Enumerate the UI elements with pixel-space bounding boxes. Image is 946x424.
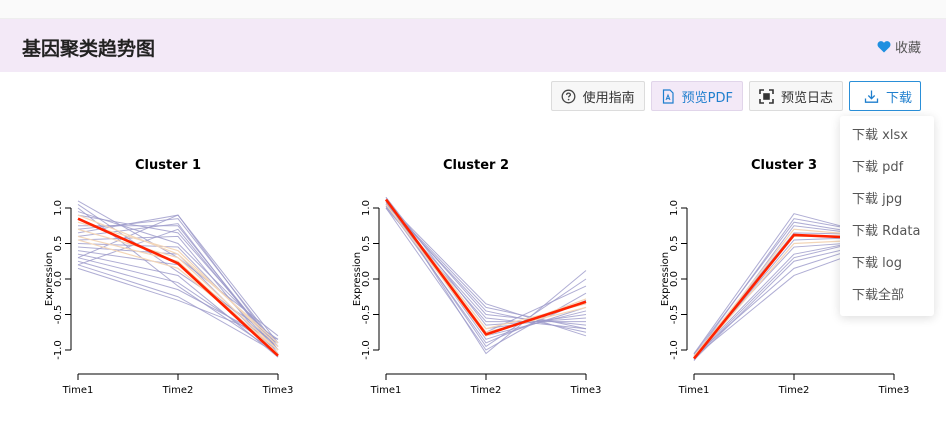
y-tick-label: 0.5 xyxy=(669,236,680,252)
y-tick-label: 1.0 xyxy=(669,200,680,216)
series-line xyxy=(385,203,587,330)
favorite-button[interactable]: 收藏 xyxy=(877,37,921,56)
y-axis-label: Expression xyxy=(352,252,363,306)
fullscreen-icon xyxy=(759,88,774,104)
guide-button[interactable]: 使用指南 xyxy=(550,81,645,111)
y-axis-label: Expression xyxy=(44,252,55,306)
y-tick-label: -1.0 xyxy=(669,340,680,360)
download-log-item[interactable]: 下载 log xyxy=(852,256,902,271)
cluster-chart-2: Cluster 2 Expression 1.0 0.5 0.0 -0.5 -1.0 Time… xyxy=(348,150,648,420)
y-tick-label: -0.5 xyxy=(53,305,64,325)
x-tick-label: Time2 xyxy=(778,385,810,396)
favorite-label: 收藏 xyxy=(894,41,921,56)
download-icon xyxy=(864,89,879,104)
preview-pdf-button[interactable]: 预览PDF xyxy=(650,81,743,111)
x-tick-label: Time1 xyxy=(678,385,710,396)
y-tick-label: 0.0 xyxy=(669,271,680,287)
download-rdata-item[interactable]: 下载 Rdata xyxy=(852,224,921,239)
series-line xyxy=(385,197,587,326)
series-line xyxy=(385,200,587,337)
series-line xyxy=(385,207,586,323)
series-line xyxy=(77,260,279,344)
series-line xyxy=(77,228,279,351)
download-all-item[interactable]: 下载全部 xyxy=(852,288,905,303)
x-tick-label: Time1 xyxy=(370,385,402,396)
download-button[interactable]: 下载 xyxy=(848,81,921,111)
y-tick-label: 1.0 xyxy=(361,200,372,216)
download-label: 下载 xyxy=(885,90,912,106)
y-axis-label: Expression xyxy=(660,252,671,306)
series-line xyxy=(77,218,279,347)
guide-label: 使用指南 xyxy=(582,90,635,106)
x-tick-label: Time2 xyxy=(470,385,502,396)
series-line xyxy=(385,201,587,337)
preview-log-label: 预览日志 xyxy=(780,90,833,106)
chart-title: Cluster 3 xyxy=(751,158,817,173)
mean-line xyxy=(384,198,587,336)
y-tick-label: 0.5 xyxy=(361,236,372,252)
series-line xyxy=(77,214,279,344)
page-header: 基因聚类趋势图 收藏 xyxy=(0,19,946,72)
download-menu: 下载 xlsx 下载 pdf 下载 jpg 下载 Rdata 下载 log 下载… xyxy=(840,116,934,316)
y-tick-label: 0.0 xyxy=(361,271,372,287)
toolbar: 使用指南 预览PDF 预览日志 下载 xyxy=(550,81,921,111)
x-tick-label: Time2 xyxy=(162,385,194,396)
chart-title: Cluster 2 xyxy=(443,158,509,173)
heart-icon xyxy=(877,40,891,53)
download-jpg-item[interactable]: 下载 jpg xyxy=(852,192,903,207)
download-xlsx-item[interactable]: 下载 xlsx xyxy=(852,128,908,143)
cluster-chart-1: Cluster 1 Expression 1.0 0.5 0.0 -0.5 -1.0 Time… xyxy=(40,150,340,420)
download-pdf-item[interactable]: 下载 pdf xyxy=(852,160,904,175)
mean-line xyxy=(77,217,279,357)
light-series-line xyxy=(385,204,587,337)
x-tick-label: Time1 xyxy=(62,385,94,396)
top-strip xyxy=(0,0,946,19)
y-tick-label: 1.0 xyxy=(53,200,64,216)
preview-log-button[interactable]: 预览日志 xyxy=(748,81,843,111)
light-series-line xyxy=(77,221,279,347)
y-tick-label: 0.0 xyxy=(53,271,64,287)
series-line xyxy=(385,204,587,344)
y-tick-label: -0.5 xyxy=(361,305,372,325)
light-series-line xyxy=(77,239,279,351)
chart-title: Cluster 1 xyxy=(135,158,201,173)
series-line xyxy=(385,197,587,355)
x-tick-label: Time3 xyxy=(570,385,602,396)
light-series-line xyxy=(77,214,279,344)
pdf-file-icon xyxy=(661,88,675,104)
preview-pdf-label: 预览PDF xyxy=(681,90,733,106)
help-circle-icon xyxy=(561,89,576,104)
y-tick-label: 0.5 xyxy=(53,236,64,252)
x-tick-label: Time3 xyxy=(878,385,910,396)
light-series-line xyxy=(77,228,279,351)
series-line xyxy=(77,257,279,351)
y-tick-label: -1.0 xyxy=(53,340,64,360)
page-title: 基因聚类趋势图 xyxy=(22,38,156,60)
y-tick-label: -0.5 xyxy=(669,305,680,325)
y-tick-label: -1.0 xyxy=(361,340,372,360)
series-line xyxy=(77,253,279,358)
x-tick-label: Time3 xyxy=(262,385,294,396)
series-line xyxy=(77,264,279,354)
